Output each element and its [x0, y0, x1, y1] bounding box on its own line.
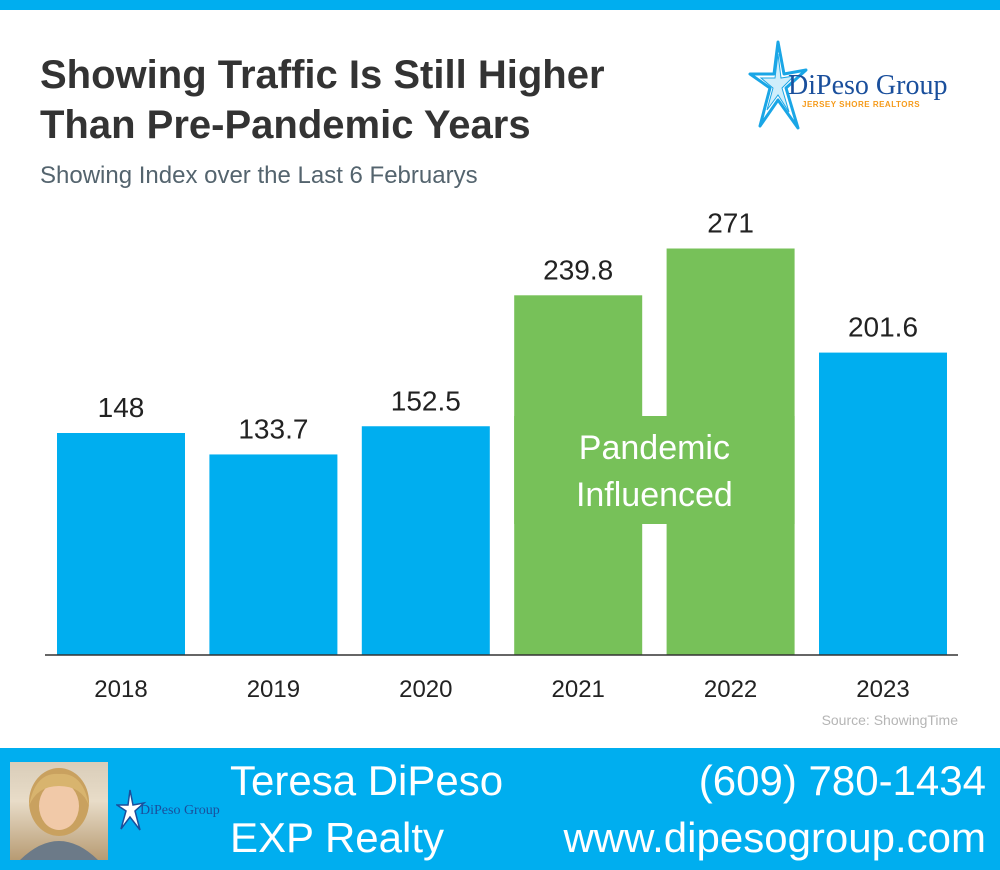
pandemic-label-line1: Pandemic: [579, 429, 730, 467]
dipeso-group-logo: DiPeso Group JERSEY SHORE REALTORS: [748, 40, 958, 132]
value-label-2020: 152.5: [391, 385, 461, 416]
source-note: Source: ShowingTime: [821, 712, 958, 728]
logo-name: DiPeso Group: [788, 70, 948, 101]
bar-2019: [209, 454, 338, 655]
agent-portrait-icon: [20, 768, 98, 860]
bar-2023: [819, 352, 947, 655]
footer-logo: DiPeso Group: [114, 788, 220, 832]
bar-2018: [57, 433, 185, 655]
value-label-2023: 201.6: [848, 312, 918, 343]
footer-logo-text: DiPeso Group: [140, 803, 220, 818]
value-label-2021: 239.8: [543, 254, 613, 285]
chart-title: Showing Traffic Is Still Higher Than Pre…: [40, 53, 605, 147]
starfish-logo-icon: DiPeso Group: [114, 789, 220, 831]
pandemic-label-line2: Influenced: [576, 476, 733, 514]
agent-website[interactable]: www.dipesogroup.com: [563, 814, 986, 861]
agent-photo: [10, 762, 108, 860]
x-tick-label-2019: 2019: [247, 676, 300, 703]
chart-subtitle: Showing Index over the Last 6 Februarys: [40, 162, 478, 189]
bar-chart: 148 2018 133.7 2019 152.5 2020 239.8 2021 271 202…: [45, 208, 958, 703]
agent-name: Teresa DiPeso: [230, 757, 504, 804]
x-tick-label-2023: 2023: [856, 676, 909, 703]
agent-phone[interactable]: (609) 780-1434: [698, 757, 986, 804]
top-accent-bar: [0, 0, 1000, 10]
value-label-2018: 148: [98, 392, 145, 423]
x-tick-label-2018: 2018: [94, 676, 147, 703]
x-tick-label-2021: 2021: [552, 676, 605, 703]
starfish-icon: [748, 40, 808, 130]
pandemic-annotation-box: [514, 416, 795, 524]
agent-footer: DiPeso Group Teresa DiPeso EXP Realty (6…: [0, 748, 1000, 870]
agent-company: EXP Realty: [230, 814, 444, 861]
bar-2020: [361, 426, 490, 655]
value-label-2019: 133.7: [238, 413, 308, 444]
x-tick-label-2022: 2022: [704, 676, 757, 703]
x-tick-label-2020: 2020: [399, 676, 452, 703]
logo-tagline: JERSEY SHORE REALTORS: [802, 100, 921, 109]
value-label-2022: 271: [707, 208, 754, 239]
